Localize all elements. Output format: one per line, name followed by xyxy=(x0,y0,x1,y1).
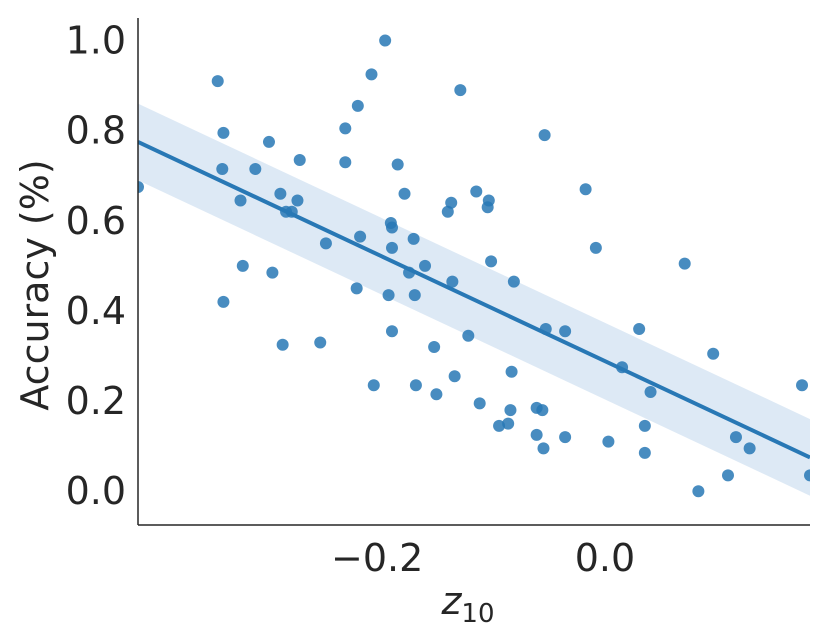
data-point xyxy=(385,241,398,254)
y-tick-label: 0.4 xyxy=(66,289,126,333)
ticks-layer: 0.0 0.2 0.4 0.6 0.8 1.0 −0.2 0.0 xyxy=(66,19,636,580)
data-point xyxy=(409,379,422,392)
data-point xyxy=(638,419,651,432)
data-point xyxy=(537,442,550,455)
data-point xyxy=(692,485,705,498)
data-point xyxy=(367,379,380,392)
data-point xyxy=(407,232,420,245)
y-tick-label: 0.8 xyxy=(66,109,126,153)
data-point xyxy=(262,135,275,148)
data-point xyxy=(454,84,467,97)
data-point xyxy=(276,338,289,351)
data-point xyxy=(504,404,517,417)
y-tick-label: 1.0 xyxy=(66,19,126,63)
data-point xyxy=(391,158,404,171)
data-point xyxy=(430,388,443,401)
data-point xyxy=(266,266,279,279)
data-point xyxy=(485,255,498,268)
data-point xyxy=(559,325,572,338)
data-point xyxy=(505,365,518,378)
data-point xyxy=(502,417,515,430)
data-point xyxy=(707,347,720,360)
data-point xyxy=(482,194,495,207)
y-tick-label: 0.0 xyxy=(66,469,126,513)
data-point xyxy=(350,282,363,295)
data-point xyxy=(382,289,395,302)
data-point xyxy=(462,329,475,342)
y-tick-label: 0.6 xyxy=(66,199,126,243)
data-points-layer xyxy=(138,34,810,498)
data-point xyxy=(398,187,411,200)
x-tick-label: 0.0 xyxy=(575,536,635,580)
data-point xyxy=(633,322,646,335)
data-point xyxy=(236,259,249,272)
data-point xyxy=(473,397,486,410)
data-point xyxy=(217,126,230,139)
data-point xyxy=(644,386,657,399)
data-point xyxy=(428,340,441,353)
axis-labels-layer: Accuracy (%) z10 xyxy=(13,159,495,629)
data-point xyxy=(365,68,378,81)
data-point xyxy=(138,181,144,193)
regression-line xyxy=(138,140,810,460)
data-point xyxy=(796,379,809,392)
y-axis-label: Accuracy (%) xyxy=(13,159,57,410)
axes-layer xyxy=(137,18,810,526)
data-point xyxy=(445,196,458,209)
x-axis-label-symbol: z xyxy=(440,579,462,623)
data-point xyxy=(589,241,602,254)
data-point xyxy=(234,194,247,207)
data-point xyxy=(211,75,224,88)
data-point xyxy=(729,431,742,444)
data-point xyxy=(721,469,734,482)
data-point xyxy=(530,428,543,441)
data-point xyxy=(493,419,506,432)
data-point xyxy=(351,99,364,112)
x-axis-label: z10 xyxy=(440,579,494,629)
data-point xyxy=(379,34,392,47)
data-point xyxy=(385,325,398,338)
y-tick-label: 0.2 xyxy=(66,379,126,423)
data-point xyxy=(743,442,756,455)
data-point xyxy=(354,230,367,243)
data-point xyxy=(536,404,549,417)
data-point xyxy=(249,162,262,175)
data-point xyxy=(441,205,454,218)
data-point xyxy=(446,275,459,288)
data-point xyxy=(804,469,810,482)
data-point xyxy=(408,289,421,302)
data-point xyxy=(470,185,483,198)
data-point xyxy=(217,295,230,308)
data-point xyxy=(274,187,287,200)
data-point xyxy=(314,336,327,349)
data-point xyxy=(507,275,520,288)
data-point xyxy=(339,122,352,135)
data-point xyxy=(579,183,592,196)
data-point xyxy=(559,431,572,444)
data-point xyxy=(319,237,332,250)
regression-line-layer xyxy=(138,140,810,460)
data-point xyxy=(538,129,551,142)
x-axis-label-subscript: 10 xyxy=(461,599,494,629)
data-point xyxy=(419,259,432,272)
data-point xyxy=(448,370,461,383)
data-point xyxy=(385,221,398,234)
data-point xyxy=(293,153,306,166)
data-point xyxy=(291,194,304,207)
data-point xyxy=(602,435,615,448)
data-point xyxy=(678,257,691,270)
data-point xyxy=(638,446,651,459)
x-tick-label: −0.2 xyxy=(331,536,423,580)
data-point xyxy=(339,156,352,169)
data-point xyxy=(216,162,229,175)
